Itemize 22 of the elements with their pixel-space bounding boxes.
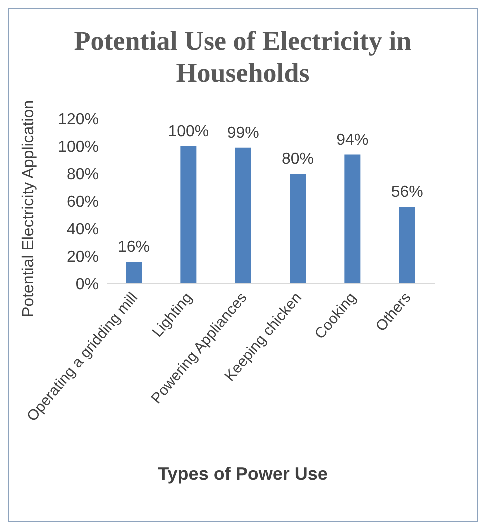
y-tick-label: 0% bbox=[76, 276, 99, 294]
data-label: 99% bbox=[227, 124, 260, 142]
y-tick-label: 40% bbox=[66, 222, 99, 239]
bar bbox=[290, 174, 306, 284]
data-label: 100% bbox=[168, 124, 210, 140]
bar bbox=[399, 207, 416, 284]
data-label: 56% bbox=[391, 184, 424, 201]
bar bbox=[344, 154, 361, 284]
y-tick-label: 60% bbox=[66, 194, 99, 212]
data-label: 16% bbox=[118, 239, 150, 256]
y-tick-label: 20% bbox=[66, 249, 99, 266]
bar bbox=[126, 262, 142, 284]
data-label: 80% bbox=[282, 151, 314, 168]
y-tick-label: 120% bbox=[58, 112, 99, 129]
y-axis-title: Potential Electricity Application bbox=[20, 100, 38, 318]
x-axis-title: Types of Power Use bbox=[157, 464, 329, 485]
y-tick-label: 80% bbox=[66, 166, 99, 184]
chart-title: Potential Use of Electricity in Households bbox=[73, 25, 413, 89]
bar bbox=[180, 146, 197, 284]
y-tick-label: 100% bbox=[58, 139, 99, 156]
bar bbox=[235, 148, 252, 284]
data-label: 94% bbox=[336, 132, 369, 149]
